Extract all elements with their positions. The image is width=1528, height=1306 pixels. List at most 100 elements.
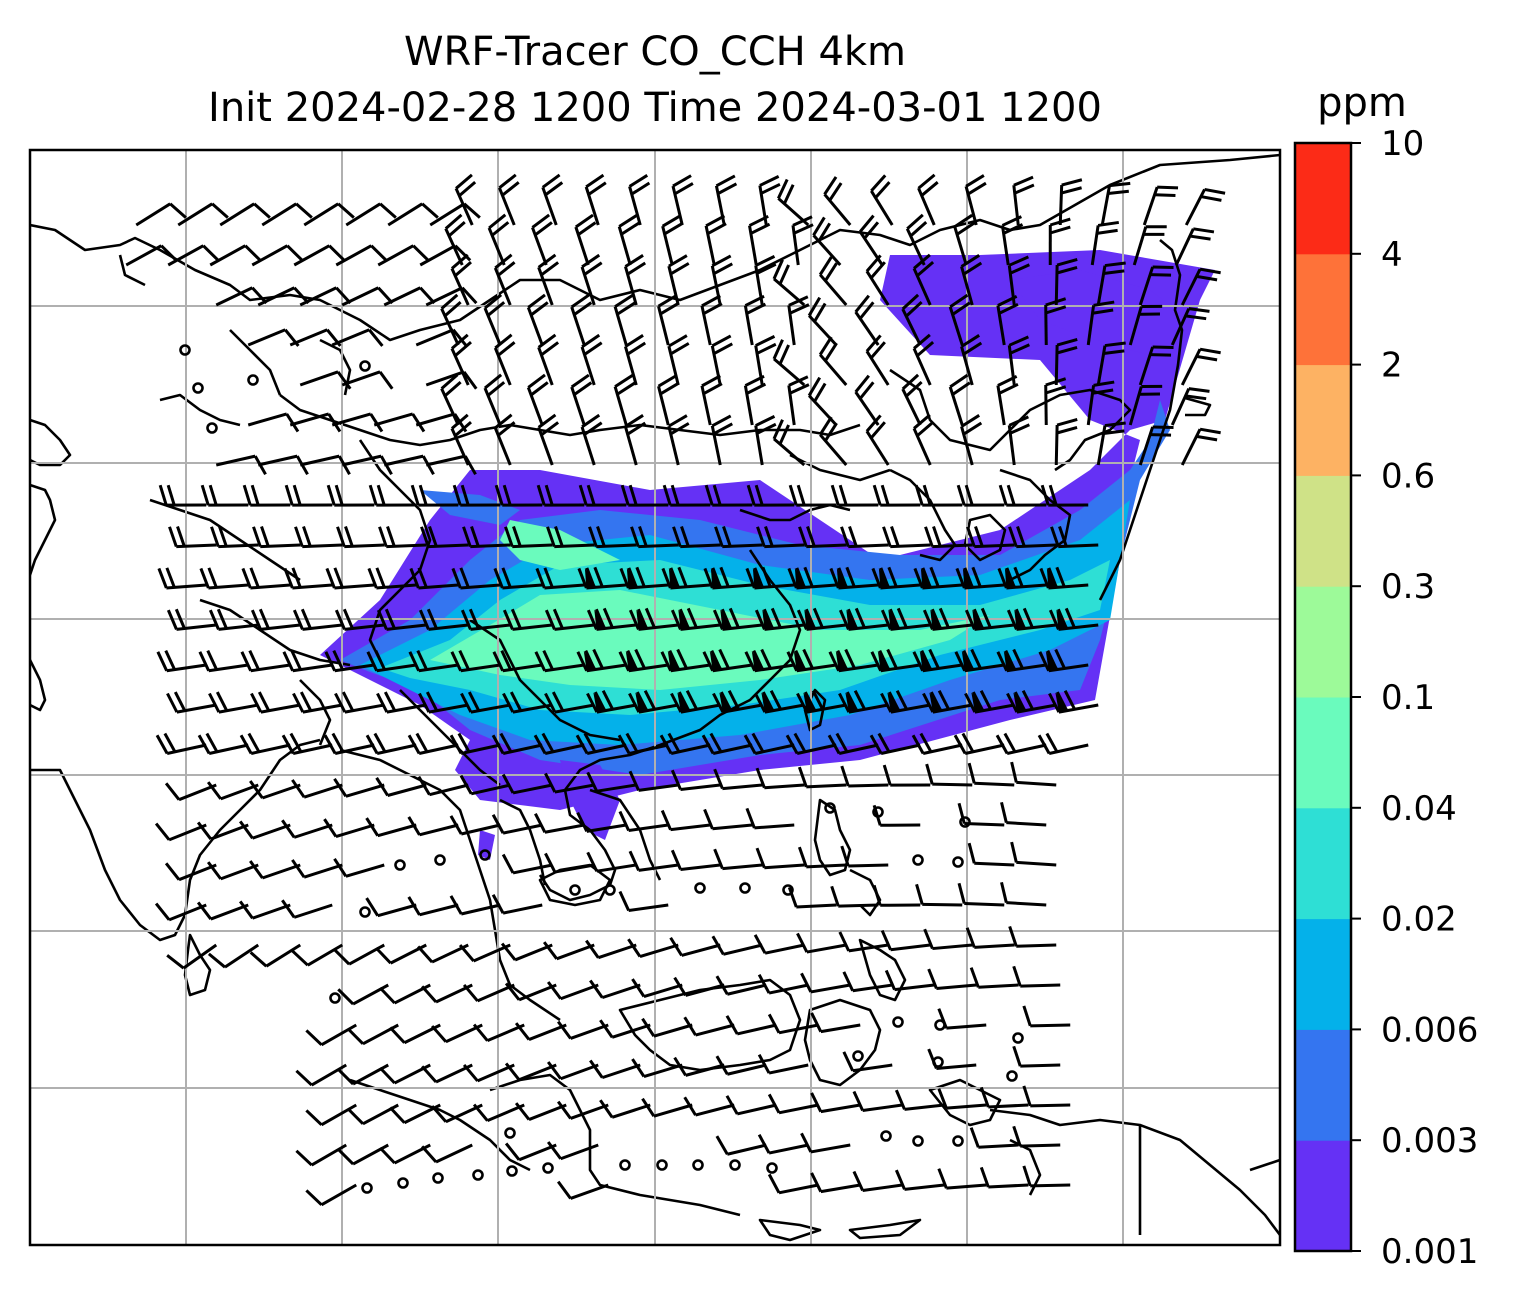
wind-barb xyxy=(154,902,207,922)
wind-barb xyxy=(206,781,259,801)
wind-barb xyxy=(661,566,711,590)
wind-barb xyxy=(670,689,721,714)
calm-wind-marker xyxy=(397,1177,409,1189)
wind-barb xyxy=(493,413,516,466)
wind-barb xyxy=(345,202,397,227)
wind-barb xyxy=(376,691,427,714)
calm-wind-marker xyxy=(656,1159,668,1171)
wind-barb xyxy=(641,1097,693,1118)
wind-barb xyxy=(1054,258,1078,306)
wind-barb xyxy=(514,1102,567,1121)
wind-barb xyxy=(917,173,939,226)
calm-wind-marker xyxy=(206,422,218,434)
wind-barb xyxy=(810,1172,861,1194)
wind-barb xyxy=(756,526,805,549)
wind-barb xyxy=(472,1103,525,1123)
wind-barb xyxy=(546,1141,599,1161)
wind-barb xyxy=(462,983,515,1003)
wind-barb xyxy=(156,650,207,673)
wind-barb xyxy=(544,852,595,874)
wind-barb xyxy=(294,526,343,549)
wind-barb xyxy=(323,732,375,755)
wind-barb xyxy=(491,732,543,755)
wind-barb xyxy=(613,373,636,426)
wind-barb xyxy=(662,484,711,507)
wind-barb xyxy=(922,607,973,631)
wind-barb xyxy=(305,1023,357,1047)
calm-wind-marker xyxy=(434,854,446,866)
wind-barb xyxy=(969,1127,1019,1149)
wind-barb xyxy=(830,885,879,908)
wind-barb xyxy=(531,213,553,266)
wind-barb xyxy=(964,607,1015,631)
calm-wind-marker xyxy=(952,856,964,868)
wind-barb xyxy=(797,846,847,869)
wind-barb xyxy=(580,333,603,386)
wind-barb xyxy=(240,650,291,673)
wind-barb xyxy=(754,689,805,714)
wind-barb xyxy=(865,414,890,466)
wind-barb xyxy=(586,771,637,793)
map-frame xyxy=(28,148,1282,1247)
wind-barb xyxy=(617,214,640,266)
wind-barb xyxy=(772,339,806,387)
calm-wind-marker xyxy=(824,802,836,814)
wind-barb xyxy=(577,566,627,590)
wind-barb xyxy=(588,526,637,549)
wind-barb xyxy=(818,256,848,306)
wind-barb xyxy=(743,294,767,346)
wind-barb xyxy=(449,815,501,836)
wind-barbs xyxy=(125,173,1226,1207)
wind-barb xyxy=(657,294,680,346)
calm-wind-marker xyxy=(619,1159,631,1171)
wind-barb xyxy=(798,526,847,549)
wind-barb xyxy=(534,650,585,673)
wind-barb xyxy=(1086,380,1115,426)
wind-barb xyxy=(743,374,767,426)
wind-barb xyxy=(483,293,506,346)
wind-barb xyxy=(282,650,333,673)
wind-barb xyxy=(1022,1165,1071,1188)
wind-barb xyxy=(838,689,889,714)
wind-barb xyxy=(701,732,753,755)
wind-barb xyxy=(670,849,721,871)
wind-barb xyxy=(767,1093,819,1115)
wind-barb xyxy=(1010,761,1057,787)
wind-barb xyxy=(166,943,218,970)
wind-barb xyxy=(880,689,931,714)
wind-barb xyxy=(787,886,837,909)
wind-barb xyxy=(807,296,838,347)
colorbar-segment xyxy=(1295,807,1351,920)
wind-barb xyxy=(830,484,879,507)
wind-barb xyxy=(628,689,679,714)
wind-barb xyxy=(948,293,971,346)
colorbar-unit: ppm xyxy=(1317,80,1407,126)
wind-barb xyxy=(526,373,549,426)
wind-barb xyxy=(247,412,300,433)
plume-vietnam-tail xyxy=(560,760,620,840)
wind-barb xyxy=(450,413,472,466)
wind-barb xyxy=(800,1132,851,1154)
colorbar-tick-label: 10 xyxy=(1381,124,1424,164)
wind-barb xyxy=(818,336,848,386)
colorbar-segment xyxy=(1295,475,1351,587)
wind-barb xyxy=(683,1096,735,1117)
colorbar-tick-label: 2 xyxy=(1381,346,1403,386)
wind-barb xyxy=(791,215,814,266)
wind-barb xyxy=(459,774,511,796)
wind-barb xyxy=(387,202,439,227)
wind-barb xyxy=(1096,261,1126,306)
wind-barb xyxy=(336,526,385,549)
wind-barb xyxy=(807,376,838,427)
wind-barb xyxy=(449,732,501,755)
wind-barb xyxy=(574,213,597,266)
wind-barb xyxy=(331,328,384,347)
wind-barb xyxy=(1054,338,1078,386)
wind-barb xyxy=(1170,387,1210,426)
wind-barb xyxy=(1048,217,1071,266)
wind-barb xyxy=(556,1100,609,1120)
wind-barb xyxy=(293,244,346,267)
wind-barb xyxy=(786,648,837,673)
wind-barb xyxy=(158,484,207,507)
wind-barb xyxy=(715,1055,767,1076)
